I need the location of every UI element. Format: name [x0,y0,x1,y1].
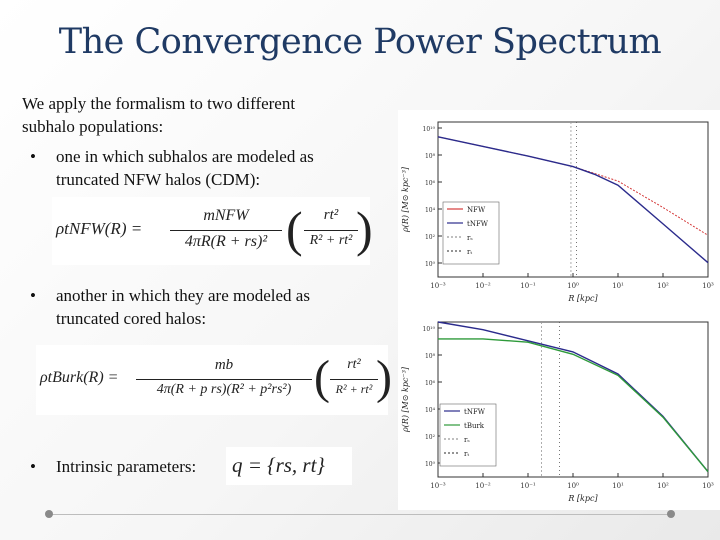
x-tick-label: 10² [657,482,669,490]
intro-line-2: subhalo populations: [22,117,164,136]
formula-tnfw-denominator: 4πR(R + rs)² [184,233,268,250]
bullet-symbol: • [30,147,36,166]
y-tick-label: 10¹⁰ [423,326,436,333]
bullet-params: • Intrinsic parameters: [30,455,230,479]
bullet-text-line-1: Intrinsic parameters: [56,457,197,476]
fraction-bar [304,230,358,231]
legend-box [442,201,500,265]
bullet-symbol: • [30,457,36,476]
left-paren: ( [314,351,330,404]
formula-tburk: ρtBurk(R) = mb 4π(R + p rs)(R² + p²rs²) … [36,345,392,415]
left-paren: ( [286,201,303,257]
x-tick-label: 10¹ [612,282,624,290]
footer-left-dot [45,510,53,518]
formula-tnfw-paren-num: rt² [323,207,339,223]
y-tick-label: 10² [425,434,436,441]
fraction-bar [170,230,282,231]
y-tick-label: 10⁰ [425,461,436,468]
legend-entry: tNFW [464,408,486,416]
density-plot-tnfw-svg: 10⁻³ 10⁻² 10⁻¹ 10⁰ 10¹ 10² 10³ 10¹⁰ 10⁸ 10⁶ 10⁴ 10²… [401,121,714,303]
intro-line-1: We apply the formalism to two different [22,94,296,113]
fraction-bar [330,379,378,380]
x-tick-label: 10⁻¹ [520,482,536,490]
x-tick-label: 10⁻² [475,282,491,290]
x-tick-label: 10⁻³ [430,482,446,490]
y-tick-label: 10⁰ [425,261,436,268]
bullet-text-line-1: one in which subhalos are modeled as [56,147,314,166]
y-tick-label: 10⁸ [425,153,436,160]
y-tick-label: 10¹⁰ [423,126,436,133]
formula-tburk-denominator: 4π(R + p rs)(R² + p²rs²) [156,382,292,397]
formula-tnfw-fraction: mNFW 4πR(R + rs)² [170,203,282,259]
x-tick-label: 10³ [702,282,714,290]
x-tick-label: 10¹ [612,482,624,490]
series-line-tnfw [437,136,709,264]
density-plot-tnfw: 10⁻³ 10⁻² 10⁻¹ 10⁰ 10¹ 10² 10³ 10¹⁰ 10⁸ 10⁶ 10⁴ 10²… [398,110,720,310]
bullet-text-line-1: another in which they are modeled as [56,286,310,305]
bullet-text-line-2: truncated NFW halos (CDM): [56,170,261,189]
formula-params: q = {rs, rt} [226,447,352,485]
formula-tnfw: ρtNFW(R) = mNFW 4πR(R + rs)² ( rt² R² + … [52,197,373,265]
y-tick-label: 10⁴ [425,407,436,414]
formula-params-text: q = {rs, rt} [232,453,325,477]
formula-tnfw-lhs: ρtNFW(R) = [56,219,143,238]
footer-line [50,514,670,515]
x-tick-label: 10² [657,282,669,290]
footer-right-dot [667,510,675,518]
legend-entry: NFW [467,206,486,214]
formula-tburk-fraction: mb 4π(R + p rs)(R² + p²rs²) [136,353,312,409]
series-line-tburk [438,338,709,473]
x-tick-label: 10⁻² [475,482,491,490]
legend-entry: rₛ [464,436,470,444]
formula-tburk-numerator: mb [214,357,234,373]
legend-entry: rₜ [467,248,472,256]
formula-tnfw-paren-fraction: rt² R² + rt² [304,203,358,259]
x-tick-label: 10⁻¹ [520,282,536,290]
legend-entry: tBurk [464,422,485,430]
formula-tburk-lhs: ρtBurk(R) = [40,369,119,386]
formula-tburk-paren-fraction: rt² R² + rt² [330,353,378,409]
right-paren: ) [376,351,392,404]
formula-tnfw-numerator: mNFW [203,207,249,224]
x-tick-label: 10⁰ [567,282,579,290]
y-tick-label: 10⁴ [425,207,436,214]
x-axis-label: R [kpc] [567,494,598,503]
right-paren: ) [356,201,373,257]
formula-tnfw-paren-den: R² + rt² [309,233,353,248]
x-tick-label: 10⁻³ [430,282,446,290]
x-tick-label: 10³ [702,482,714,490]
y-tick-label: 10² [425,234,436,241]
slide-title: The Convergence Power Spectrum [58,22,662,62]
x-tick-label: 10⁰ [567,482,579,490]
formula-tburk-paren-den: R² + rt² [335,382,373,396]
y-axis-label: ρ(R) [M⊙ kpc⁻³] [401,366,410,433]
y-tick-label: 10⁶ [425,180,436,187]
x-axis-label: R [kpc] [567,294,598,303]
fraction-bar [136,379,312,380]
bullet-cored: • another in which they are modeled as t… [30,284,370,330]
formula-tburk-paren-num: rt² [347,357,361,372]
y-tick-label: 10⁶ [425,380,436,387]
bullet-nfw: • one in which subhalos are modeled as t… [30,145,370,191]
legend-entry: rₛ [467,234,473,242]
density-plot-tburk: 10⁻³ 10⁻² 10⁻¹ 10⁰ 10¹ 10² 10³ 10¹⁰ 10⁸ 10⁶ 10⁴ 10²… [398,310,720,510]
legend-box [439,403,497,467]
density-plot-tburk-svg: 10⁻³ 10⁻² 10⁻¹ 10⁰ 10¹ 10² 10³ 10¹⁰ 10⁸ 10⁶ 10⁴ 10²… [401,321,714,503]
bullet-symbol: • [30,286,36,305]
bullet-text-line-2: truncated cored halos: [56,309,207,328]
y-axis-label: ρ(R) [M⊙ kpc⁻³] [401,166,410,233]
y-tick-label: 10⁸ [425,353,436,360]
legend-entry: rₜ [464,450,469,458]
legend-entry: tNFW [467,220,489,228]
